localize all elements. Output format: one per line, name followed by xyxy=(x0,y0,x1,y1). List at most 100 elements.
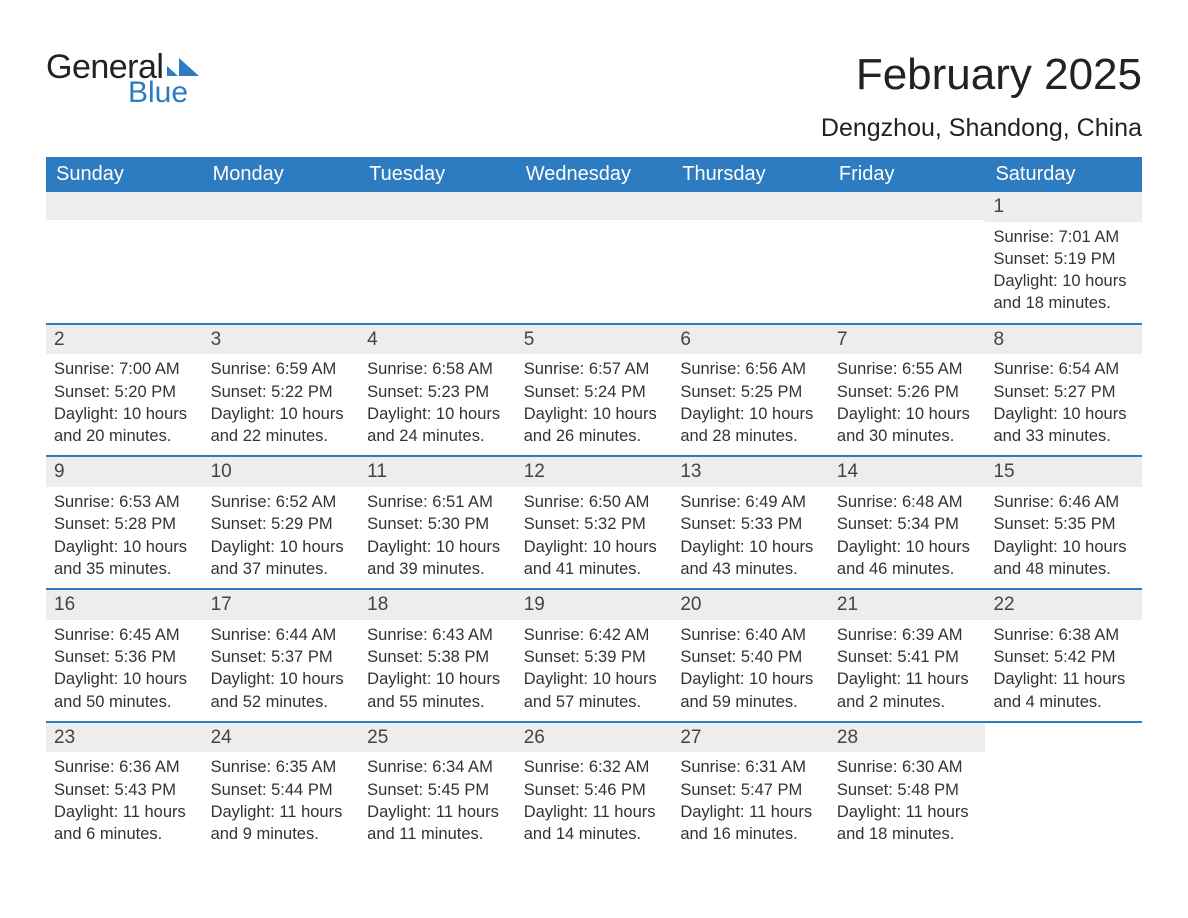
sunrise-line: Sunrise: 6:30 AM xyxy=(837,756,978,778)
logo-text-blue: Blue xyxy=(128,78,188,108)
daylight-line: Daylight: 10 hours and 30 minutes. xyxy=(837,403,978,448)
day-cell: 14Sunrise: 6:48 AMSunset: 5:34 PMDayligh… xyxy=(829,457,986,588)
daylight-line: Daylight: 10 hours and 37 minutes. xyxy=(211,536,352,581)
sunset-line: Sunset: 5:43 PM xyxy=(54,779,195,801)
day-body: Sunrise: 6:53 AMSunset: 5:28 PMDaylight:… xyxy=(46,487,203,588)
day-number: 17 xyxy=(203,590,360,620)
day-cell: 15Sunrise: 6:46 AMSunset: 5:35 PMDayligh… xyxy=(985,457,1142,588)
sunrise-line: Sunrise: 6:38 AM xyxy=(993,624,1134,646)
day-cell xyxy=(46,192,203,323)
daylight-line: Daylight: 10 hours and 26 minutes. xyxy=(524,403,665,448)
day-cell xyxy=(672,192,829,323)
day-body: Sunrise: 6:30 AMSunset: 5:48 PMDaylight:… xyxy=(829,752,986,853)
sunrise-line: Sunrise: 7:01 AM xyxy=(993,226,1134,248)
day-number: 16 xyxy=(46,590,203,620)
dow-cell: Friday xyxy=(829,157,986,192)
calendar-grid: SundayMondayTuesdayWednesdayThursdayFrid… xyxy=(46,157,1142,854)
sunset-line: Sunset: 5:40 PM xyxy=(680,646,821,668)
day-body: Sunrise: 6:31 AMSunset: 5:47 PMDaylight:… xyxy=(672,752,829,853)
day-body: Sunrise: 6:54 AMSunset: 5:27 PMDaylight:… xyxy=(985,354,1142,455)
day-cell: 3Sunrise: 6:59 AMSunset: 5:22 PMDaylight… xyxy=(203,325,360,456)
daylight-line: Daylight: 11 hours and 9 minutes. xyxy=(211,801,352,846)
daylight-line: Daylight: 10 hours and 33 minutes. xyxy=(993,403,1134,448)
sunset-line: Sunset: 5:45 PM xyxy=(367,779,508,801)
empty-day-bar xyxy=(203,192,360,220)
sunrise-line: Sunrise: 6:45 AM xyxy=(54,624,195,646)
sunset-line: Sunset: 5:19 PM xyxy=(993,248,1134,270)
sunset-line: Sunset: 5:23 PM xyxy=(367,381,508,403)
day-number: 26 xyxy=(516,723,673,753)
day-cell: 13Sunrise: 6:49 AMSunset: 5:33 PMDayligh… xyxy=(672,457,829,588)
sunset-line: Sunset: 5:20 PM xyxy=(54,381,195,403)
day-number: 25 xyxy=(359,723,516,753)
sunset-line: Sunset: 5:25 PM xyxy=(680,381,821,403)
day-number: 21 xyxy=(829,590,986,620)
daylight-line: Daylight: 11 hours and 14 minutes. xyxy=(524,801,665,846)
daylight-line: Daylight: 11 hours and 4 minutes. xyxy=(993,668,1134,713)
day-number: 8 xyxy=(985,325,1142,355)
sunset-line: Sunset: 5:35 PM xyxy=(993,513,1134,535)
day-number: 23 xyxy=(46,723,203,753)
dow-cell: Thursday xyxy=(672,157,829,192)
day-number: 13 xyxy=(672,457,829,487)
day-cell: 5Sunrise: 6:57 AMSunset: 5:24 PMDaylight… xyxy=(516,325,673,456)
sunset-line: Sunset: 5:24 PM xyxy=(524,381,665,403)
sunrise-line: Sunrise: 6:53 AM xyxy=(54,491,195,513)
sunset-line: Sunset: 5:46 PM xyxy=(524,779,665,801)
day-body: Sunrise: 6:48 AMSunset: 5:34 PMDaylight:… xyxy=(829,487,986,588)
day-cell: 8Sunrise: 6:54 AMSunset: 5:27 PMDaylight… xyxy=(985,325,1142,456)
sunset-line: Sunset: 5:22 PM xyxy=(211,381,352,403)
day-cell: 9Sunrise: 6:53 AMSunset: 5:28 PMDaylight… xyxy=(46,457,203,588)
day-cell: 18Sunrise: 6:43 AMSunset: 5:38 PMDayligh… xyxy=(359,590,516,721)
day-cell: 7Sunrise: 6:55 AMSunset: 5:26 PMDaylight… xyxy=(829,325,986,456)
day-body: Sunrise: 6:42 AMSunset: 5:39 PMDaylight:… xyxy=(516,620,673,721)
sunrise-line: Sunrise: 6:46 AM xyxy=(993,491,1134,513)
day-body: Sunrise: 6:49 AMSunset: 5:33 PMDaylight:… xyxy=(672,487,829,588)
sunset-line: Sunset: 5:34 PM xyxy=(837,513,978,535)
daylight-line: Daylight: 11 hours and 16 minutes. xyxy=(680,801,821,846)
dow-cell: Monday xyxy=(203,157,360,192)
sunrise-line: Sunrise: 6:39 AM xyxy=(837,624,978,646)
day-number: 9 xyxy=(46,457,203,487)
day-number: 6 xyxy=(672,325,829,355)
day-number: 20 xyxy=(672,590,829,620)
header-row: General Blue February 2025 xyxy=(46,50,1142,108)
empty-day-bar xyxy=(516,192,673,220)
day-cell xyxy=(359,192,516,323)
day-cell: 16Sunrise: 6:45 AMSunset: 5:36 PMDayligh… xyxy=(46,590,203,721)
daylight-line: Daylight: 10 hours and 18 minutes. xyxy=(993,270,1134,315)
day-cell xyxy=(829,192,986,323)
daylight-line: Daylight: 10 hours and 48 minutes. xyxy=(993,536,1134,581)
daylight-line: Daylight: 10 hours and 55 minutes. xyxy=(367,668,508,713)
day-cell: 2Sunrise: 7:00 AMSunset: 5:20 PMDaylight… xyxy=(46,325,203,456)
calendar-page: General Blue February 2025 Dengzhou, Sha… xyxy=(0,0,1188,894)
day-number: 4 xyxy=(359,325,516,355)
daylight-line: Daylight: 10 hours and 41 minutes. xyxy=(524,536,665,581)
week-row: 23Sunrise: 6:36 AMSunset: 5:43 PMDayligh… xyxy=(46,721,1142,854)
day-cell: 27Sunrise: 6:31 AMSunset: 5:47 PMDayligh… xyxy=(672,723,829,854)
sunrise-line: Sunrise: 6:58 AM xyxy=(367,358,508,380)
sunset-line: Sunset: 5:30 PM xyxy=(367,513,508,535)
sunrise-line: Sunrise: 6:51 AM xyxy=(367,491,508,513)
sunrise-line: Sunrise: 6:55 AM xyxy=(837,358,978,380)
day-body: Sunrise: 6:35 AMSunset: 5:44 PMDaylight:… xyxy=(203,752,360,853)
day-cell: 19Sunrise: 6:42 AMSunset: 5:39 PMDayligh… xyxy=(516,590,673,721)
day-number: 2 xyxy=(46,325,203,355)
day-body: Sunrise: 6:50 AMSunset: 5:32 PMDaylight:… xyxy=(516,487,673,588)
daylight-line: Daylight: 10 hours and 28 minutes. xyxy=(680,403,821,448)
sunrise-line: Sunrise: 6:44 AM xyxy=(211,624,352,646)
daylight-line: Daylight: 10 hours and 24 minutes. xyxy=(367,403,508,448)
weeks-container: 1Sunrise: 7:01 AMSunset: 5:19 PMDaylight… xyxy=(46,192,1142,854)
day-number: 5 xyxy=(516,325,673,355)
day-cell xyxy=(203,192,360,323)
day-body: Sunrise: 6:52 AMSunset: 5:29 PMDaylight:… xyxy=(203,487,360,588)
empty-day-bar xyxy=(359,192,516,220)
day-cell: 4 Sunrise: 6:58 AMSunset: 5:23 PMDaylight… xyxy=(359,325,516,456)
sunset-line: Sunset: 5:48 PM xyxy=(837,779,978,801)
day-number: 7 xyxy=(829,325,986,355)
day-cell: 24Sunrise: 6:35 AMSunset: 5:44 PMDayligh… xyxy=(203,723,360,854)
sunrise-line: Sunrise: 7:00 AM xyxy=(54,358,195,380)
daylight-line: Daylight: 11 hours and 11 minutes. xyxy=(367,801,508,846)
daylight-line: Daylight: 11 hours and 18 minutes. xyxy=(837,801,978,846)
daylight-line: Daylight: 10 hours and 57 minutes. xyxy=(524,668,665,713)
